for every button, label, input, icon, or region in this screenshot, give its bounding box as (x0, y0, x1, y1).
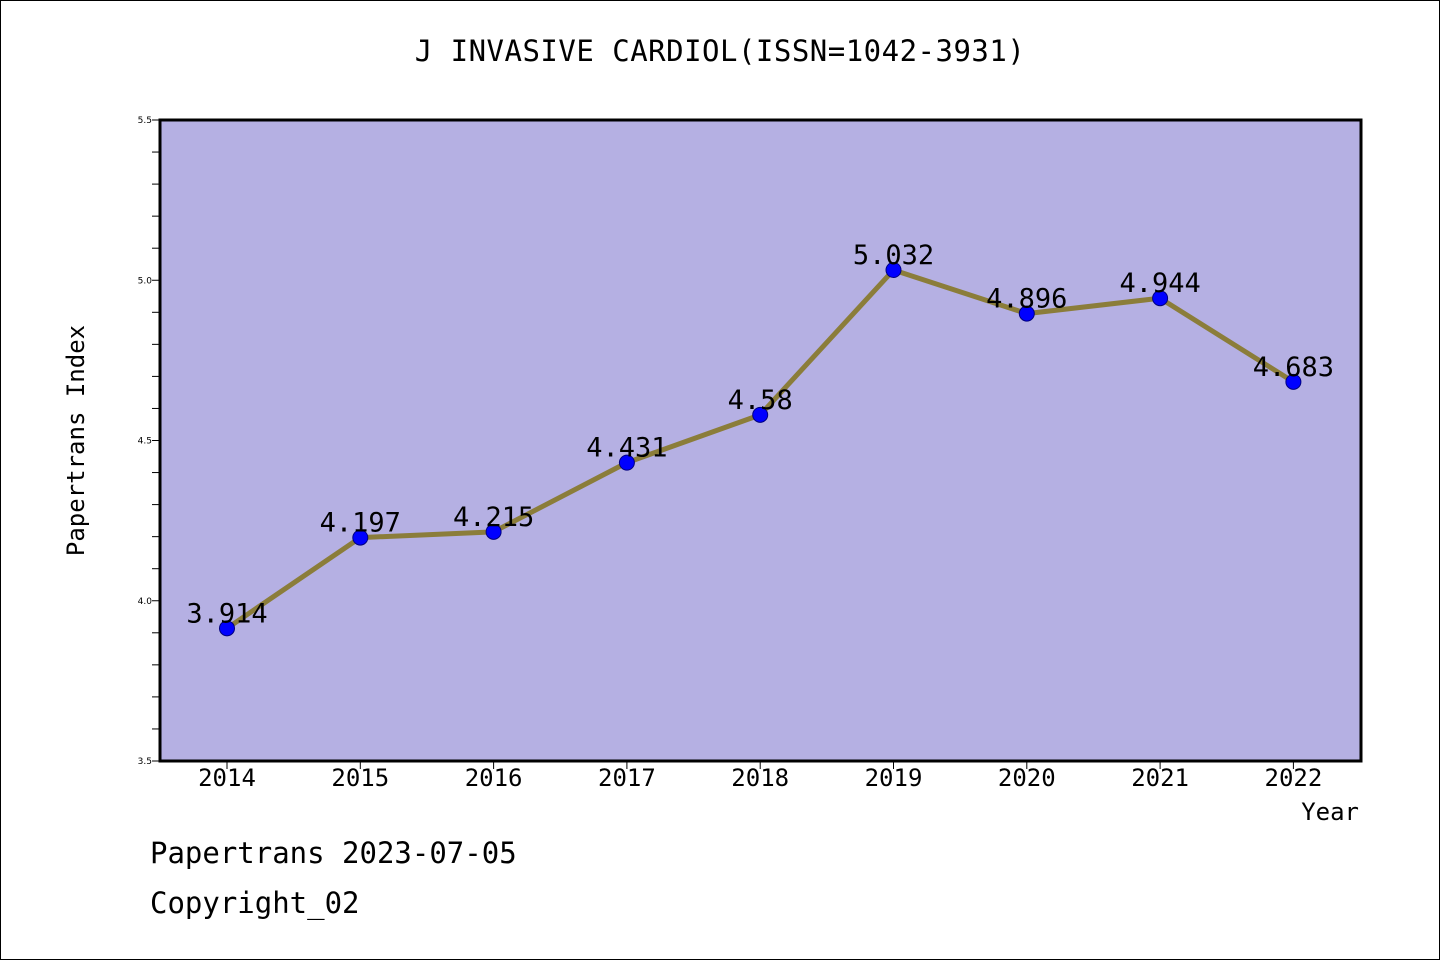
plot-border (158, 118, 1363, 763)
x-tick-label: 2016 (465, 764, 523, 792)
x-tick-label: 2019 (865, 764, 923, 792)
x-axis-label: Year (1301, 798, 1359, 826)
y-axis: 3.5 4.0 4.5 5.0 5.5 (138, 116, 160, 767)
x-tick-label: 2017 (598, 764, 656, 792)
y-tick-label: 5.5 (138, 116, 152, 126)
y-tick-label: 3.5 (138, 757, 152, 767)
data-label: 4.683 (1253, 352, 1334, 383)
data-label: 4.197 (320, 508, 401, 539)
data-point (1285, 373, 1302, 390)
data-label: 4.215 (453, 502, 534, 533)
y-axis-label: Papertrans Index (62, 325, 90, 556)
data-label: 3.914 (186, 598, 267, 629)
data-point (485, 523, 502, 540)
x-tick-label: 2015 (331, 764, 389, 792)
footer-date: Papertrans 2023-07-05 (150, 836, 517, 870)
data-label: 4.58 (728, 385, 793, 416)
x-tick-label: 2018 (731, 764, 789, 792)
data-point (1018, 305, 1035, 322)
data-label: 4.431 (586, 433, 667, 464)
series-group: 3.914 4.197 4.215 4.431 4.58 5.032 4.896 4.944 4… (186, 240, 1334, 637)
chart-title: J INVASIVE CARDIOL(ISSN=1042-3931) (414, 34, 1026, 68)
data-label: 4.944 (1119, 268, 1200, 299)
data-point (352, 529, 369, 546)
data-label: 5.032 (853, 240, 934, 271)
x-tick-label: 2020 (998, 764, 1056, 792)
y-tick-label: 4.5 (138, 437, 152, 447)
x-tick-label: 2022 (1265, 764, 1323, 792)
data-point (618, 454, 635, 471)
y-tick-label: 4.0 (138, 597, 153, 607)
data-point (885, 261, 902, 278)
data-point (219, 620, 235, 637)
x-tick-label: 2021 (1131, 764, 1189, 792)
plot-area (160, 120, 1361, 761)
x-axis: 2014 2015 2016 2017 2018 2019 2020 2021 2022 (198, 761, 1322, 792)
data-label: 4.896 (986, 284, 1067, 315)
y-tick-label: 5.0 (138, 276, 153, 286)
data-point (752, 406, 769, 423)
footer-copyright: Copyright_02 (150, 886, 360, 920)
data-point (1152, 290, 1169, 307)
x-tick-label: 2014 (198, 764, 256, 792)
